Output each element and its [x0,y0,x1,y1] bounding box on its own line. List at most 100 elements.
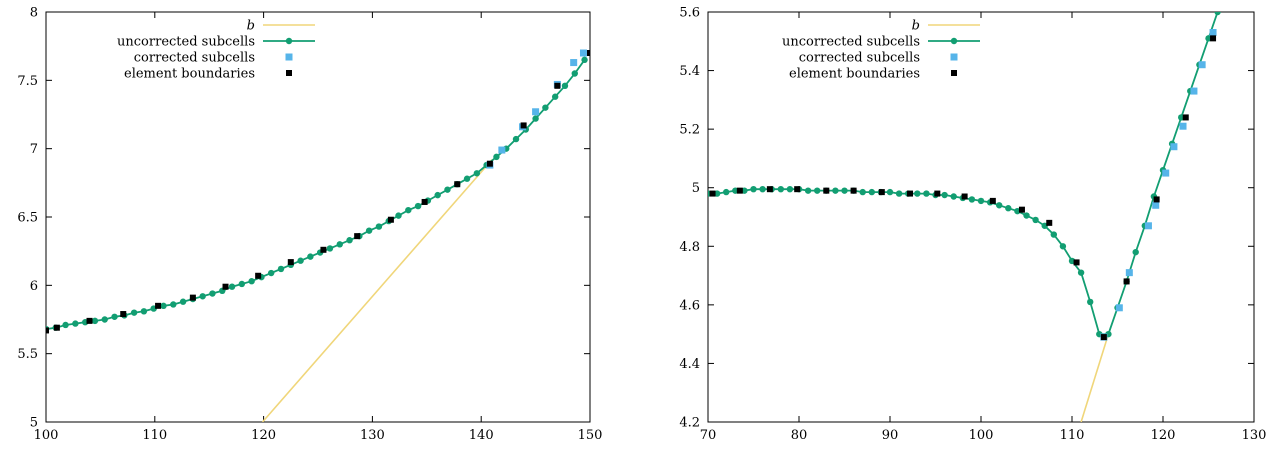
point-element-boundary [155,302,162,309]
legend-swatch-marker [285,37,293,45]
point-uncorrected-subcell [512,135,520,143]
series-uncorrected-subcells-line [708,12,1219,336]
point-uncorrected-subcell [228,283,236,290]
legend-label: uncorrected subcells [782,35,920,50]
point-uncorrected-subcell [336,241,343,248]
point-uncorrected-subcell [868,188,875,196]
point-uncorrected-subcell [996,202,1003,209]
point-element-boundary [989,197,996,204]
point-element-boundary [53,324,60,331]
point-element-boundary [736,187,743,194]
point-uncorrected-subcell [365,227,373,234]
legend-label: b [912,19,920,34]
point-uncorrected-subcell [814,187,821,194]
point-element-boundary [1073,259,1080,266]
point-uncorrected-subcell [375,223,383,230]
point-uncorrected-subcell [542,104,549,111]
point-uncorrected-subcell [759,185,766,193]
legend-label: corrected subcells [799,51,920,66]
point-uncorrected-subcell [209,290,216,297]
x-tick-label: 90 [882,428,899,443]
point-uncorrected-subcell [886,188,894,196]
point-uncorrected-subcell [832,187,839,194]
point-uncorrected-subcell [179,298,187,305]
chart-left: 100 110 120 130 140 150 5 5.5 6 6.5 7 7.5 8 buncorrec… [17,6,602,444]
point-uncorrected-subcell [307,253,314,260]
series-uncorrected-subcells-line [46,59,586,330]
point-element-boundary [520,122,527,129]
point-uncorrected-subcell [841,187,848,194]
y-tick-label: 5.5 [17,347,38,362]
point-uncorrected-subcell [561,82,569,90]
point-corrected-subcell [579,49,587,57]
point-element-boundary [1100,334,1107,341]
x-tick-label: 140 [469,428,494,443]
point-element-boundary [1018,206,1025,213]
point-corrected-subcell [498,146,506,154]
point-element-boundary [222,283,229,290]
x-tick-label: 130 [1242,428,1267,443]
y-tick-label: 6.5 [17,211,38,226]
y-tick-label: 5.4 [679,64,700,79]
y-tick-label: 7.5 [17,74,38,89]
chart-right: 70 80 90 100 110 120 130 4.2 4.4 4.6 4.8 5 5.2 5.4 5.6… [679,6,1267,444]
point-corrected-subcell [1179,122,1187,130]
point-uncorrected-subcell [444,186,451,193]
point-uncorrected-subcell [1023,212,1030,219]
point-corrected-subcell [570,59,578,67]
point-element-boundary [189,294,196,301]
point-uncorrected-subcell [277,265,285,273]
y-tick-label: 5 [30,416,38,431]
point-uncorrected-subcell [571,70,578,77]
point-element-boundary [1153,196,1160,203]
legend-swatch-marker [285,53,293,61]
point-element-boundary [486,160,493,167]
point-element-boundary [454,181,461,188]
point-uncorrected-subcell [326,245,334,252]
point-element-boundary [709,190,716,197]
point-uncorrected-subcell [238,280,246,288]
point-uncorrected-subcell [1032,216,1039,224]
point-uncorrected-subcell [1005,205,1012,212]
point-uncorrected-subcell [804,187,812,194]
x-tick-label: 110 [1060,428,1085,443]
point-corrected-subcell [1152,201,1160,209]
point-uncorrected-subcell [101,316,108,323]
point-uncorrected-subcell [1077,269,1085,276]
legend-swatch-marker [286,70,292,76]
y-tick-label: 4.8 [679,240,700,255]
y-tick-label: 5 [692,181,700,196]
point-corrected-subcell [1125,269,1133,277]
point-uncorrected-subcell [786,185,794,193]
y-tick-label: 5.6 [679,6,700,21]
y-tick-label: 6 [30,279,38,294]
point-uncorrected-subcell [723,188,730,196]
point-corrected-subcell [1198,61,1206,69]
point-element-boundary [934,190,941,197]
point-element-boundary [766,186,773,193]
point-uncorrected-subcell [977,197,985,205]
point-element-boundary [961,193,968,200]
point-element-boundary [907,190,914,197]
point-element-boundary [1123,278,1130,285]
point-uncorrected-subcell [895,190,903,197]
point-uncorrected-subcell [395,212,402,219]
legend-label: element boundaries [789,67,920,82]
point-corrected-subcell [532,108,540,116]
x-tick-label: 100 [969,428,994,443]
point-element-boundary [587,50,590,56]
y-tick-label: 8 [30,6,38,21]
point-element-boundary [1046,219,1053,226]
point-element-boundary [850,187,857,194]
legend-swatch-marker [951,70,957,76]
point-uncorrected-subcell [248,278,255,285]
point-uncorrected-subcell [968,196,976,203]
point-uncorrected-subcell [941,191,948,199]
x-tick-label: 120 [251,428,276,443]
point-uncorrected-subcell [199,293,206,300]
point-uncorrected-subcell [111,313,118,320]
point-element-boundary [794,186,801,193]
point-uncorrected-subcell [1087,298,1094,306]
legend-label: element boundaries [124,67,255,82]
point-uncorrected-subcell [532,115,539,122]
